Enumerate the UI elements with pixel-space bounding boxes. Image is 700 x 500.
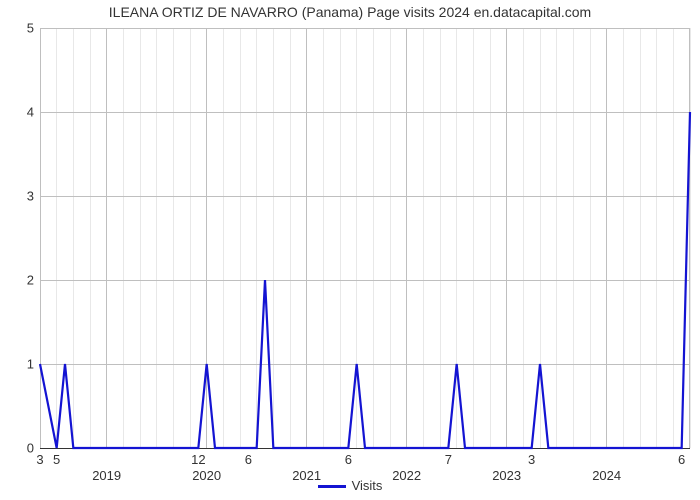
data-point-label: 7: [445, 448, 452, 467]
data-point-label: 6: [245, 448, 252, 467]
data-point-label: 3: [36, 448, 43, 467]
data-point-label: 6: [678, 448, 685, 467]
data-point-label: 3: [528, 448, 535, 467]
legend: Visits: [0, 478, 700, 493]
data-point-label: 6: [345, 448, 352, 467]
ytick-label: 4: [27, 105, 40, 120]
ytick-label: 2: [27, 273, 40, 288]
data-point-label: 12: [191, 448, 205, 467]
chart-title: ILEANA ORTIZ DE NAVARRO (Panama) Page vi…: [0, 4, 700, 20]
plot-area: 012345201920202021202220232024351266736: [40, 28, 690, 448]
ytick-label: 5: [27, 21, 40, 36]
ytick-label: 1: [27, 357, 40, 372]
data-line: [40, 28, 690, 448]
ytick-label: 3: [27, 189, 40, 204]
legend-label: Visits: [352, 478, 383, 493]
legend-swatch: [318, 485, 346, 488]
data-point-label: 5: [53, 448, 60, 467]
